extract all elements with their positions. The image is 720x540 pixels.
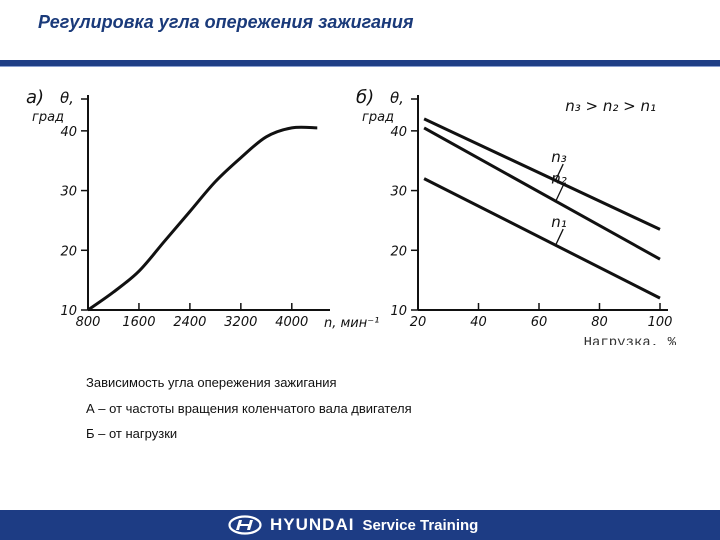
panel-a-y-tick-label: 30 <box>60 185 77 200</box>
panel-a-x-tick-label: 800 <box>76 315 101 330</box>
panel-b-x-tick-label: 40 <box>470 315 487 330</box>
panel-a-ylabel-symbol: θ, <box>60 89 74 107</box>
hyundai-logo-icon <box>228 515 262 535</box>
caption-line-3: Б – от нагрузки <box>86 426 178 441</box>
brand-name: HYUNDAI <box>270 515 355 534</box>
footer-logo: HYUNDAI Service Training <box>228 514 478 536</box>
panel-b-y-tick-label: 20 <box>390 244 407 259</box>
panel-b-ylabel-unit: град <box>362 110 394 125</box>
panel-b-x-tick-label: 100 <box>648 315 673 330</box>
slide-title: Регулировка угла опережения зажигания <box>38 12 414 32</box>
caption-line-2: А – от частоты вращения коленчатого вала… <box>86 401 412 416</box>
caption-line-1: Зависимость угла опережения зажигания <box>86 375 337 390</box>
panel-b-series-leader <box>554 163 564 182</box>
panel-b-series-line <box>423 126 661 261</box>
chart-panel-a: 10 20 30 40 800 1600 2400 3200 4000 а) θ, град n, ми… <box>26 87 379 331</box>
panel-b-panel-label: б) <box>356 87 374 108</box>
panel-b-series-leader <box>554 185 564 203</box>
panel-b-xlabel: Нагрузка, % <box>584 335 677 345</box>
panel-b-x-tick-label: 80 <box>591 315 608 330</box>
panel-b-series-label: n₁ <box>551 213 567 231</box>
panel-a-y-tick-label: 20 <box>60 244 77 259</box>
panel-b-ylabel-symbol: θ, <box>390 89 404 107</box>
panel-b-series-label: n₃ <box>551 148 567 166</box>
panel-a-y-tick-label: 40 <box>60 125 77 140</box>
panel-a-x-tick-label: 4000 <box>275 315 308 330</box>
panel-a-x-tick-label: 2400 <box>173 315 206 330</box>
header-rule-thin <box>0 66 720 67</box>
panel-a-series-line <box>87 125 318 312</box>
panel-b-series-line <box>423 117 661 231</box>
panel-b-series-line <box>423 177 661 300</box>
panel-b-y-tick-label: 40 <box>390 125 407 140</box>
footer-bar <box>0 510 720 540</box>
panel-a-y-tick-label: 10 <box>60 304 77 319</box>
brand-subtitle: Service Training <box>362 516 479 534</box>
panel-b-x-tick-label: 20 <box>410 315 427 330</box>
panel-b-series-leader <box>554 228 564 247</box>
panel-a-panel-label: а) <box>26 87 44 108</box>
panel-b-y-tick-label: 10 <box>390 304 407 319</box>
panel-a-x-tick-label: 3200 <box>224 315 257 330</box>
panel-a-ylabel-unit: град <box>32 110 64 125</box>
panel-b-y-tick-label: 30 <box>390 185 407 200</box>
panel-a-xlabel: n, мин⁻¹ <box>324 316 379 331</box>
panel-b-series-label: n₂ <box>551 169 567 187</box>
panel-b-x-tick-label: 60 <box>531 315 548 330</box>
header-rule <box>0 60 720 66</box>
panel-a-x-tick-label: 1600 <box>122 315 155 330</box>
panel-b-annotation: n₃ > n₂ > n₁ <box>565 97 656 115</box>
